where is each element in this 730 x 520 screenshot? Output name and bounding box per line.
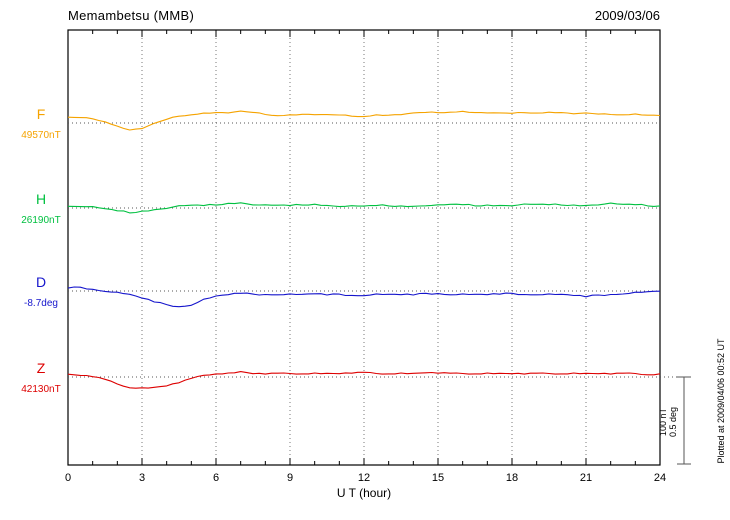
x-axis-label: U T (hour) (336, 486, 392, 500)
channel-baseline-F: 49570nT (21, 130, 61, 141)
channel-baseline-H: 26190nT (21, 215, 61, 226)
scale-nt-label: 100 nT (658, 407, 668, 437)
trace-F (67, 110, 661, 131)
channel-letter-F: F (36, 106, 46, 122)
x-tick-label: 15 (432, 472, 444, 484)
scale-deg-label: 0.5 deg (668, 406, 678, 438)
x-tick-label: 12 (358, 472, 370, 484)
plot-date: 2009/03/06 (594, 8, 660, 23)
x-tick-label: 9 (287, 472, 293, 484)
channel-baseline-Z: 42130nT (21, 384, 61, 395)
x-tick-label: 18 (506, 472, 518, 484)
x-tick-label: 3 (139, 472, 145, 484)
page-title: Memambetsu (MMB) (68, 8, 195, 23)
trace-Z (67, 371, 661, 389)
channel-label-Z: Z 42130nT (8, 361, 74, 396)
plotted-at-note: Plotted at 2009/04/06 00:52 UT (716, 338, 726, 464)
channel-letter-D: D (35, 274, 47, 290)
x-tick-label: 0 (65, 472, 71, 484)
x-tick-label: 6 (213, 472, 219, 484)
scale-bar-label: 100 nT 0.5 deg (658, 392, 678, 452)
plot-frame (67, 29, 661, 466)
channel-label-F: F 49570nT (8, 107, 74, 142)
channel-label-D: D -8.7deg (8, 275, 74, 310)
channel-letter-H: H (35, 191, 47, 207)
channel-letter-Z: Z (36, 360, 46, 376)
trace-D (67, 286, 661, 308)
channel-label-H: H 26190nT (8, 192, 74, 227)
x-tick-label: 24 (654, 472, 666, 484)
x-tick-label: 21 (580, 472, 592, 484)
channel-baseline-D: -8.7deg (24, 298, 58, 309)
trace-H (67, 202, 661, 214)
